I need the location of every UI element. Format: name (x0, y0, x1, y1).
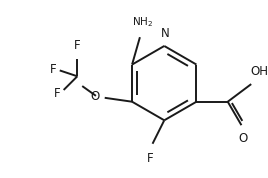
Text: F: F (147, 152, 154, 165)
Text: O: O (239, 132, 248, 145)
Text: F: F (54, 87, 60, 100)
Text: OH: OH (250, 65, 268, 78)
Text: O: O (91, 90, 100, 103)
Text: NH$_2$: NH$_2$ (132, 15, 153, 29)
Text: F: F (74, 39, 81, 52)
Text: N: N (161, 27, 170, 40)
Text: F: F (50, 63, 56, 76)
